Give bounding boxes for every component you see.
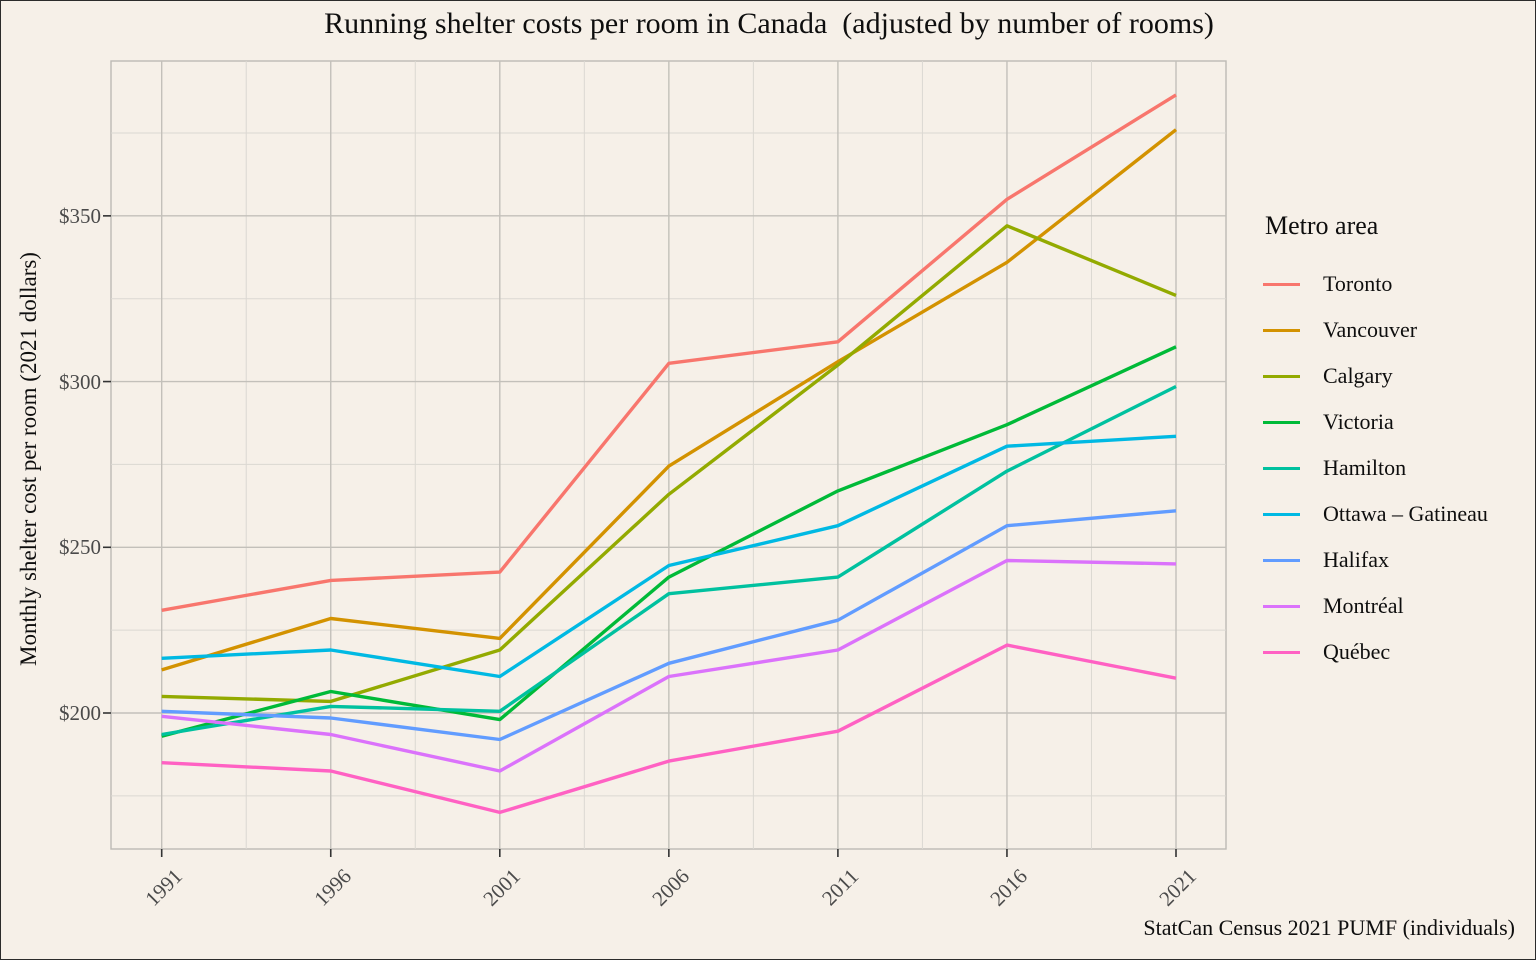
legend-item-label: Victoria [1323,409,1394,434]
legend-key-line [1263,512,1300,516]
legend-key-line [1263,650,1300,654]
series-line-Victoria [161,345,1177,738]
series-line-Montréal [161,558,1177,773]
series-line-Toronto [161,93,1177,612]
series-line-Calgary [161,224,1177,704]
legend-item-label: Halifax [1323,547,1389,572]
series-line-Québec [161,643,1177,815]
legend-item-label: Hamilton [1323,455,1407,480]
legend-key-line [1263,282,1300,286]
legend: Metro area Toronto Vancouver Calgary Victor… [1263,211,1488,675]
legend-key-line [1263,604,1300,608]
legend-key-line [1263,374,1300,378]
legend-item: Ottawa – Gatineau [1263,491,1488,537]
legend-key-line [1263,328,1300,332]
legend-title: Metro area [1265,211,1379,240]
legend-item: Calgary [1263,353,1488,399]
legend-item: Victoria [1263,399,1488,445]
legend-item-label: Toronto [1323,271,1393,296]
chart-title: Running shelter costs per room in Canada… [324,7,1214,40]
y-tick-label: $250 [59,535,101,560]
legend-item-label: Montréal [1323,593,1404,618]
legend-item: Vancouver [1263,307,1488,353]
legend-key-line [1263,466,1300,470]
legend-item: Halifax [1263,537,1488,583]
legend-item-label: Ottawa – Gatineau [1323,501,1488,526]
legend-item: Québec [1263,629,1488,675]
legend-item: Toronto [1263,261,1488,307]
y-tick-label: $200 [59,701,101,725]
legend-item: Montréal [1263,583,1488,629]
y-axis-title: Monthly shelter cost per room (2021 doll… [16,252,41,666]
legend-item: Hamilton [1263,445,1488,491]
legend-key-line [1263,558,1300,562]
legend-item-label: Vancouver [1323,317,1418,342]
series-line-Vancouver [161,128,1178,672]
source-caption: StatCan Census 2021 PUMF (individuals) [1143,915,1515,940]
legend-item-label: Québec [1323,639,1391,664]
series-line-Ottawa – Gatineau [161,434,1177,679]
series-line-Halifax [161,509,1177,742]
series-line-Hamilton [161,384,1177,737]
legend-key-line [1263,420,1300,424]
y-tick-label: $300 [59,369,101,394]
legend-items: Toronto Vancouver Calgary Victoria Hamilton O… [1263,261,1488,675]
legend-item-label: Calgary [1323,363,1393,388]
y-tick-label: $350 [59,203,101,228]
